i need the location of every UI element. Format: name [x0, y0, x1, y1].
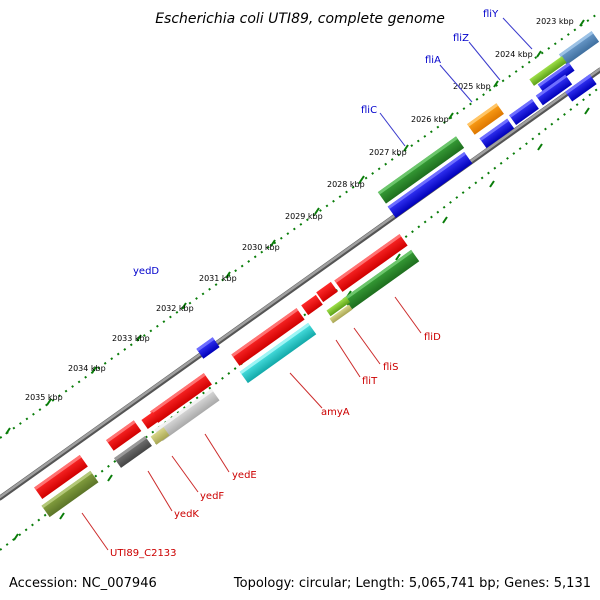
gene-bar-red-2 [316, 281, 338, 303]
gene-bar-steel-1 [558, 31, 600, 65]
gene-label-fliZ: fliZ [453, 33, 469, 44]
gene-label-yedD: yedD [133, 266, 159, 277]
tick-label: 2025 kbp [453, 82, 491, 91]
gene-bar-red-6 [141, 411, 160, 429]
gene-label-fliT: fliT [362, 376, 378, 387]
gene-label-fliY: fliY [483, 9, 499, 20]
gene-bar-fliA [467, 103, 504, 135]
gene-bar-fliY [537, 62, 575, 93]
gene-bar-blue-c [387, 152, 473, 218]
tick-label: 2032 kbp [156, 304, 194, 313]
lower-leader-lines [81, 296, 422, 551]
tick-label: 2031 kbp [199, 274, 237, 283]
gene-label-amyA: amyA [321, 407, 350, 418]
tick-label: 2026 kbp [411, 115, 449, 124]
tick-labels: 2023 kbp 2024 kbp 2025 kbp 2026 kbp 2027… [25, 17, 574, 402]
gene-bar-blue-a [509, 98, 539, 126]
lower-gene-labels: fliD fliS fliT amyA yedE yedF yedK UTI89… [110, 332, 441, 559]
gene-bar-fliZ [535, 74, 573, 106]
gene-label-fliA: fliA [425, 55, 441, 66]
upper-leader-lines [379, 17, 533, 147]
tick-label: 2027 kbp [369, 148, 407, 157]
gene-label-fliS: fliS [383, 362, 398, 373]
gene-bar-red-5 [150, 373, 212, 423]
gene-bar-red-8 [34, 455, 88, 499]
lower-gene-features [34, 234, 420, 518]
tick-label: 2028 kbp [327, 180, 365, 189]
gene-bar-fliS [326, 296, 351, 317]
tick-label: 2030 kbp [242, 243, 280, 252]
tick-label: 2034 kbp [68, 364, 106, 373]
gene-bar-fliT [329, 304, 353, 324]
gene-bar-lime [529, 56, 567, 86]
upper-gene-labels: fliY fliZ fliA fliC yedD [133, 9, 499, 277]
gene-bar-fliD [342, 249, 420, 311]
gene-bar-red-1 [334, 234, 408, 292]
upper-gene-features [196, 31, 600, 359]
tick-label: 2035 kbp [25, 393, 63, 402]
gene-bar-blue-b [479, 118, 515, 149]
gene-bar-red-3 [301, 294, 323, 316]
outer-major-ticks [5, 19, 585, 435]
gene-bar-yedE [154, 388, 220, 442]
gene-bar-yedD [196, 337, 220, 359]
gene-bar-amyA [239, 322, 317, 384]
tick-label: 2033 kbp [112, 334, 150, 343]
gene-bar-yedK [114, 436, 152, 468]
tick-label: 2029 kbp [285, 212, 323, 221]
topology-text: Topology: circular; Length: 5,065,741 bp… [233, 576, 591, 591]
gene-bar-uti89-c2133 [41, 470, 99, 518]
tick-label: 2023 kbp [536, 17, 574, 26]
map-title: Escherichia coli UTI89, complete genome [155, 11, 445, 27]
gene-label-fliC: fliC [361, 105, 377, 116]
tick-label: 2024 kbp [495, 50, 533, 59]
accession-text: Accession: NC_007946 [9, 576, 157, 591]
inner-major-ticks [13, 107, 590, 541]
gene-bar-yedF [150, 427, 170, 445]
gene-bar-blue-edge [565, 74, 597, 102]
gene-label-yedK: yedK [174, 509, 199, 520]
backbone-line [0, 67, 600, 499]
gene-bar-red-4 [231, 308, 305, 366]
gene-label-fliD: fliD [424, 332, 441, 343]
outer-tick-track [0, 11, 600, 439]
gene-label-yedE: yedE [232, 470, 257, 481]
gene-bar-fliC [377, 136, 465, 204]
gene-label-yedF: yedF [200, 491, 224, 502]
gene-bar-red-7 [106, 420, 142, 451]
gene-label-uti89-c2133: UTI89_C2133 [110, 548, 177, 559]
